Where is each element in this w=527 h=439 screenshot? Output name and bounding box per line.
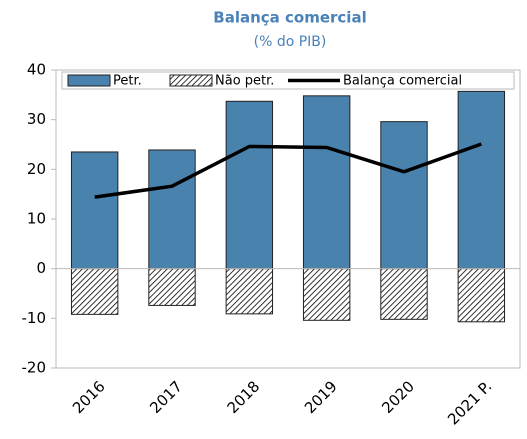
y-tick-label: 0	[36, 259, 46, 277]
y-tick-label: 40	[27, 61, 46, 79]
bar	[148, 149, 196, 270]
plot-frame	[55, 69, 521, 369]
bar	[380, 268, 428, 320]
bar	[457, 90, 506, 270]
legend-label: Balança comercial	[343, 74, 462, 89]
x-tick-label: 2019	[301, 377, 341, 417]
x-tick-label: 2017	[146, 377, 186, 417]
y-tick-label: 10	[27, 210, 46, 228]
legend-label: Petr.	[113, 74, 142, 89]
y-tick-label: 30	[27, 110, 46, 128]
bar	[225, 268, 274, 315]
legend-swatch	[67, 74, 111, 87]
bar	[70, 151, 119, 270]
legend-label: Não petr.	[215, 74, 274, 89]
legend-swatch	[169, 74, 213, 87]
bar	[457, 268, 506, 323]
bar	[70, 268, 119, 315]
y-tick-label: -10	[22, 309, 47, 327]
bar	[225, 100, 274, 270]
bar	[148, 268, 196, 306]
chart-title: Balança comercial	[213, 9, 366, 27]
bar	[380, 121, 428, 270]
bar	[302, 268, 351, 321]
y-tick-label: -20	[22, 359, 47, 377]
line	[94, 142, 482, 199]
x-tick-label: 2020	[378, 377, 418, 417]
y-tick-label: 20	[27, 160, 46, 178]
x-tick-label: 2018	[224, 377, 264, 417]
bar	[302, 95, 351, 270]
x-tick-label: 2016	[69, 377, 109, 417]
x-tick-label: 2021 P.	[444, 377, 495, 428]
chart-subtitle: (% do PIB)	[254, 34, 327, 50]
